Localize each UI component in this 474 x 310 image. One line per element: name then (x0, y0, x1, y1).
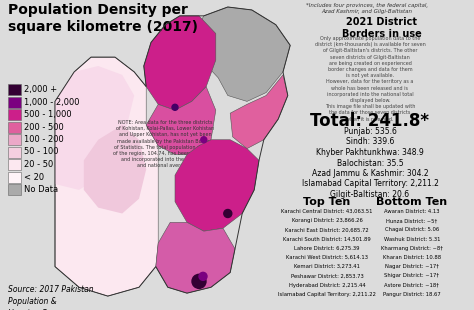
Text: 2,000 +: 2,000 + (24, 85, 57, 94)
Text: Top Ten: Top Ten (303, 197, 351, 207)
Polygon shape (146, 87, 216, 154)
Bar (8, 159, 21, 170)
Text: 50 - 100: 50 - 100 (24, 148, 58, 157)
Bar (8, 96, 21, 108)
Text: Shigar District: ~17†: Shigar District: ~17† (384, 273, 439, 278)
Bar (8, 134, 21, 145)
Bar (8, 147, 21, 157)
Text: Karachi West District: 5,614.13: Karachi West District: 5,614.13 (286, 255, 368, 260)
Text: 100 - 200: 100 - 200 (24, 135, 64, 144)
Text: Islamabad Capital Territory: 2,211.2: Islamabad Capital Territory: 2,211.2 (301, 179, 438, 188)
Text: Islamabad Capital Territory: 2,211.22: Islamabad Capital Territory: 2,211.22 (278, 292, 376, 297)
Text: 200 - 500: 200 - 500 (24, 122, 64, 131)
Text: 1,000 - 2,000: 1,000 - 2,000 (24, 98, 80, 107)
Text: No Data: No Data (24, 185, 58, 194)
Bar (8, 84, 21, 95)
Text: Lahore District: 6,275.39: Lahore District: 6,275.39 (294, 246, 360, 251)
Bar (8, 122, 21, 132)
Text: Gilgit-Baltistan: 20.6: Gilgit-Baltistan: 20.6 (330, 190, 410, 199)
Text: Nagar District: ~17†: Nagar District: ~17† (385, 264, 439, 269)
Text: 20 - 50: 20 - 50 (24, 160, 53, 169)
Text: Total: 241.8*: Total: 241.8* (310, 112, 429, 130)
Text: Sindh: 339.6: Sindh: 339.6 (346, 138, 394, 147)
Text: Peshawar District: 2,853.73: Peshawar District: 2,853.73 (291, 273, 364, 278)
Circle shape (172, 104, 178, 110)
Text: Khyber Pakhtunkhwa: 348.9: Khyber Pakhtunkhwa: 348.9 (316, 148, 424, 157)
Polygon shape (175, 140, 259, 231)
Text: Hunza District: ~5†: Hunza District: ~5† (386, 218, 438, 223)
Polygon shape (230, 75, 288, 148)
Text: Karachi South District: 14,501.89: Karachi South District: 14,501.89 (283, 237, 371, 241)
Text: Punjab: 535.6: Punjab: 535.6 (344, 127, 396, 136)
Text: 2021 District
Borders in use: 2021 District Borders in use (342, 17, 422, 39)
Text: Only approximate population data to the
district (km-thousands) is available for: Only approximate population data to the … (315, 36, 425, 122)
Text: Balochistan: 35.5: Balochistan: 35.5 (337, 158, 403, 167)
Bar (8, 171, 21, 183)
Polygon shape (194, 7, 290, 101)
Polygon shape (156, 222, 235, 293)
Text: *Includes four provinces, the federal capital,
Azad Kashmir, and Gilgi-Baltistan: *Includes four provinces, the federal ca… (306, 3, 428, 14)
Bar (8, 109, 21, 120)
Text: Kemari District: 3,273.41: Kemari District: 3,273.41 (294, 264, 360, 269)
Text: Korangi District: 23,866.26: Korangi District: 23,866.26 (292, 218, 363, 223)
Polygon shape (55, 57, 158, 296)
Text: Pangur District: 18.67: Pangur District: 18.67 (383, 292, 441, 297)
Text: Astore District: ~18†: Astore District: ~18† (384, 283, 439, 288)
Text: Kharan District: 10.88: Kharan District: 10.88 (383, 255, 441, 260)
Text: Awaran District: 4.13: Awaran District: 4.13 (384, 209, 440, 214)
Polygon shape (55, 66, 134, 190)
Text: Population Density per
square kilometre (2017): Population Density per square kilometre … (8, 3, 198, 34)
Text: 500 - 1,000: 500 - 1,000 (24, 110, 72, 119)
Text: Kharmang District: ~8†: Kharmang District: ~8† (381, 246, 443, 251)
Circle shape (199, 272, 207, 280)
Bar (8, 184, 21, 195)
Text: Chagai District: 5.06: Chagai District: 5.06 (385, 228, 439, 232)
Circle shape (192, 274, 206, 288)
Text: Karachi East District: 20,685.72: Karachi East District: 20,685.72 (285, 228, 369, 232)
Text: < 20: < 20 (24, 172, 44, 181)
Text: Washuk District: 5.31: Washuk District: 5.31 (384, 237, 440, 241)
Text: Karachi Central District: 43,063.51: Karachi Central District: 43,063.51 (281, 209, 373, 214)
Text: Azad Jammu & Kashmir: 304.2: Azad Jammu & Kashmir: 304.2 (312, 169, 428, 178)
Polygon shape (84, 125, 146, 214)
Text: Source: 2017 Pakistan
Population &
Housing Census: Source: 2017 Pakistan Population & Housi… (8, 285, 94, 310)
Circle shape (224, 210, 232, 218)
Polygon shape (144, 16, 216, 110)
Text: Bottom Ten: Bottom Ten (376, 197, 447, 207)
Text: Hyderabad District: 2,215.44: Hyderabad District: 2,215.44 (289, 283, 365, 288)
Circle shape (201, 137, 207, 143)
Text: NOTE: Area data for the three districts
of Kohistan, Kolai-Pallas, Lower Kohista: NOTE: Area data for the three districts … (113, 120, 217, 168)
